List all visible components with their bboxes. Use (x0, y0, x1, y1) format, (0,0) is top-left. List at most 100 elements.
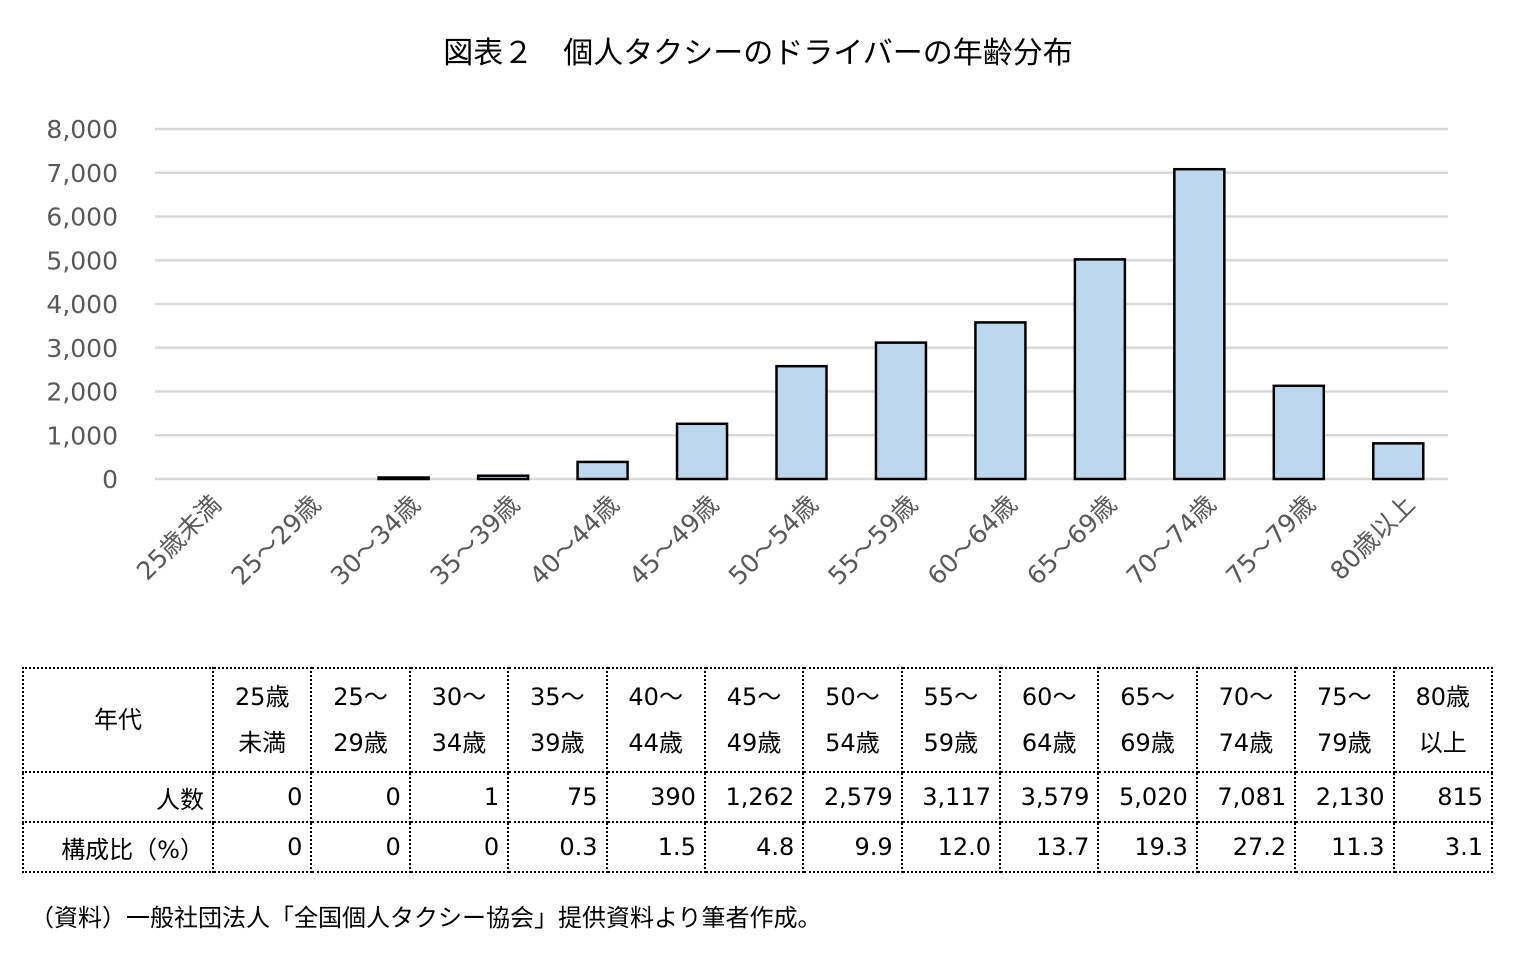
bar (874, 341, 928, 481)
bar (476, 474, 530, 481)
ratio-cell: 13.7 (998, 821, 1100, 873)
y-tick-label: 2,000 (46, 378, 118, 407)
age-group-line: 30～ (431, 683, 487, 711)
y-axis-tick-labels: 0 1,000 2,000 3,000 4,000 5,000 6,000 7,000 8,00… (46, 115, 118, 494)
count-cell: 2,130 (1294, 771, 1395, 823)
ratio-cell: 12.0 (900, 821, 1002, 873)
age-group-line: 59歳 (923, 729, 979, 757)
age-group-line: 45～ (726, 683, 782, 711)
bars (377, 167, 1425, 481)
count-cell: 75 (507, 771, 608, 823)
x-tick-label: 75～79歳 (1220, 490, 1321, 591)
y-tick-label: 4,000 (46, 290, 118, 319)
source-note: （資料）一般社団法人「全国個人タクシー協会」提供資料より筆者作成。 (30, 904, 822, 932)
bar (1073, 258, 1127, 481)
table-header-row: 年代 25歳 未満 25～ 29歳 30～ 34歳 35～ 39歳 40～ 44歳 45～ 49歳 50… (22, 667, 1493, 773)
ratio-cell: 9.9 (802, 821, 903, 873)
age-group-line: 70～ (1218, 683, 1274, 711)
age-group-line: 35～ (530, 683, 585, 711)
y-tick-label: 0 (102, 465, 118, 494)
x-axis-tick-labels: 25歳未満25～29歳30～34歳35～39歳40～44歳45～49歳50～54… (131, 490, 1421, 591)
age-group-cell: 80歳 以上 (1392, 667, 1493, 773)
count-label-cell: 人数 (22, 771, 214, 823)
age-group-cell: 70～ 74歳 (1195, 667, 1297, 773)
age-group-line: 65～ (1120, 683, 1175, 711)
header-label-cell: 年代 (22, 667, 214, 773)
count-cell: 0 (310, 771, 411, 823)
age-group-cell: 45～ 49歳 (703, 667, 805, 773)
bar-chart: 0 1,000 2,000 3,000 4,000 5,000 6,000 7,000 8,00… (46, 115, 1448, 591)
age-group-line: 55～ (923, 683, 979, 711)
bar (974, 321, 1027, 481)
x-tick-label: 50～54歳 (723, 490, 824, 591)
ratio-cell: 0 (211, 821, 313, 873)
bar (1272, 384, 1326, 481)
count-cell: 3,579 (998, 771, 1100, 823)
age-group-cell: 25～ 29歳 (310, 667, 411, 773)
age-group-line: 75～ (1317, 683, 1372, 711)
count-cell: 3,117 (900, 771, 1002, 823)
x-tick-label: 70～74歳 (1121, 490, 1222, 591)
x-tick-label: 65～69歳 (1021, 490, 1122, 591)
ratio-cell: 27.2 (1195, 821, 1297, 873)
bar (377, 476, 430, 481)
age-group-cell: 25歳未満 (211, 667, 313, 773)
age-group-cell: 40～ 44歳 (605, 667, 706, 773)
count-cell: 0 (211, 771, 313, 823)
count-cell: 2,579 (802, 771, 903, 823)
x-tick-label: 30～34歳 (325, 490, 426, 591)
count-cell: 1 (408, 771, 510, 823)
chart-title: 図表２ 個人タクシーのドライバーの年齢分布 (443, 36, 1073, 71)
x-tick-label: 55～59歳 (822, 490, 923, 591)
y-tick-label: 7,000 (46, 159, 118, 188)
ratio-cell: 19.3 (1097, 821, 1198, 873)
x-tick-label: 60～64歳 (922, 490, 1023, 591)
y-tick-label: 8,000 (46, 115, 118, 144)
ratio-cell: 3.1 (1392, 821, 1493, 873)
x-tick-label: 25歳未満 (131, 490, 227, 586)
count-cell: 815 (1392, 771, 1493, 823)
age-group-cell: 55～ 59歳 (900, 667, 1002, 773)
age-group-line: 未満 (238, 729, 287, 757)
ratio-cell: 1.5 (605, 821, 706, 873)
y-tick-label: 3,000 (46, 334, 118, 363)
age-group-line: 39歳 (530, 729, 585, 757)
age-group-cell: 65～ 69歳 (1097, 667, 1198, 773)
age-group-line: 60～ (1021, 683, 1077, 711)
age-group-line: 54歳 (825, 729, 880, 757)
ratio-cell: 11.3 (1294, 821, 1395, 873)
age-group-cell: 50～ 54歳 (802, 667, 903, 773)
count-cell: 7,081 (1195, 771, 1297, 823)
x-tick-label: 80歳以上 (1324, 490, 1420, 586)
y-tick-label: 6,000 (46, 203, 118, 232)
age-group-line: 29歳 (333, 729, 388, 757)
ratio-cell: 0.3 (507, 821, 608, 873)
age-group-line: 64歳 (1021, 729, 1077, 757)
x-tick-label: 40～44歳 (524, 490, 625, 591)
count-cell: 1,262 (703, 771, 805, 823)
x-tick-label: 25～29歳 (226, 490, 327, 591)
ratio-cell: 0 (310, 821, 411, 873)
age-group-line: 34歳 (431, 729, 487, 757)
bar (775, 364, 828, 481)
age-group-line: 25歳 (234, 683, 290, 711)
age-group-line: 69歳 (1120, 729, 1175, 757)
x-tick-label: 45～49歳 (623, 490, 724, 591)
data-table: 年代 25歳 未満 25～ 29歳 30～ 34歳 35～ 39歳 40～ 44歳 45～ 49歳 50… (22, 667, 1493, 873)
age-group-line: 80歳 (1415, 683, 1471, 711)
age-group-line: 44歳 (628, 729, 683, 757)
age-group-cell: 35～ 39歳 (507, 667, 608, 773)
bar (1173, 167, 1226, 481)
count-cell: 5,020 (1097, 771, 1198, 823)
ratio-label-cell: 構成比（%） (22, 821, 214, 873)
x-tick-label: 35～39歳 (425, 490, 526, 591)
ratio-cell: 4.8 (703, 821, 805, 873)
age-group-cell: 60～ 64歳 (998, 667, 1100, 773)
y-tick-label: 5,000 (46, 246, 118, 275)
bar (675, 422, 729, 481)
age-group-line: 74歳 (1218, 729, 1274, 757)
bar (1372, 442, 1425, 481)
age-group-cell: 75～ 79歳 (1294, 667, 1395, 773)
age-group-line: 49歳 (726, 729, 782, 757)
age-group-cell: 30～ 34歳 (408, 667, 510, 773)
